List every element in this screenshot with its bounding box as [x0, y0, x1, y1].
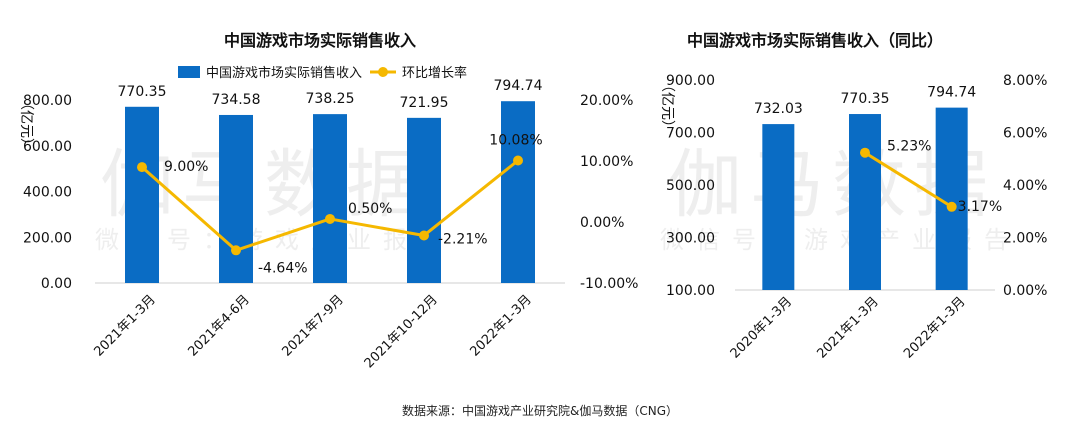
left-axis-tick-label: 500.00 [666, 178, 715, 194]
bar [501, 101, 535, 284]
bar [125, 106, 159, 283]
growth-line [864, 151, 953, 209]
growth-point [513, 155, 523, 166]
bar-value-label: 794.74 [927, 85, 976, 101]
left-axis-tick-label: 400.00 [23, 185, 72, 201]
left-axis-tick-label: 700.00 [666, 126, 715, 142]
right-axis-tick-label: 10.00% [580, 154, 633, 170]
growth-point [231, 245, 241, 256]
left-axis-tick-label: 200.00 [23, 230, 72, 246]
category-tick-label: 2022年1-3月 [467, 292, 534, 359]
growth-value-label: 9.00% [164, 159, 208, 175]
category-tick-label: 2021年10-12月 [362, 292, 441, 371]
growth-value-label: 10.08% [489, 133, 542, 149]
category-tick-label: 2021年7-9月 [279, 292, 346, 359]
bar [313, 114, 347, 284]
bar [407, 117, 441, 283]
right-axis-tick-label: 6.00% [1003, 126, 1047, 142]
left-axis-tick-label: 100.00 [666, 283, 715, 299]
growth-point [419, 230, 429, 241]
chart-title: 中国游戏市场实际销售收入（同比） [687, 31, 943, 50]
category-tick-label: 2020年1-3月 [728, 294, 795, 361]
category-tick-label: 2021年4-6月 [185, 292, 252, 359]
growth-value-label: -2.21% [438, 231, 488, 247]
left-axis-tick-label: 0.00 [41, 276, 72, 292]
bar [849, 114, 881, 290]
category-tick-label: 2021年1-3月 [814, 294, 881, 361]
growth-point [860, 147, 870, 158]
bar [219, 114, 253, 283]
growth-point [137, 162, 147, 173]
category-tick-label: 2021年1-3月 [91, 292, 158, 359]
growth-value-label: 3.17% [958, 199, 1002, 215]
left-axis-tick-label: 300.00 [666, 231, 715, 247]
bar-value-label: 721.95 [400, 95, 449, 111]
right-axis-tick-label: 20.00% [580, 93, 633, 109]
left-axis-tick-label: 900.00 [666, 73, 715, 89]
watermark-main: 伽马数据 [668, 142, 996, 228]
growth-value-label: 0.50% [348, 201, 392, 217]
left-axis-tick-label: 600.00 [23, 139, 72, 155]
bar-value-label: 770.35 [841, 91, 890, 107]
bar-value-label: 794.74 [494, 78, 543, 94]
bar-value-label: 770.35 [118, 84, 167, 100]
bar [762, 124, 795, 290]
growth-value-label: -4.64% [258, 260, 308, 276]
right-axis-tick-label: 4.00% [1003, 178, 1047, 194]
left-axis-tick-label: 800.00 [23, 93, 72, 109]
legend-bar-swatch [178, 66, 200, 78]
right-axis-tick-label: 2.00% [1003, 231, 1047, 247]
legend-line-marker [378, 67, 388, 77]
growth-value-label: 5.23% [887, 139, 931, 155]
right-axis-tick-label: -10.00% [580, 276, 638, 292]
category-tick-label: 2022年1-3月 [901, 294, 968, 361]
legend-bar-label: 中国游戏市场实际销售收入 [206, 65, 362, 81]
growth-point [946, 201, 957, 212]
growth-point [325, 213, 335, 224]
y-axis-unit-label: （亿元） [18, 96, 34, 152]
bar-value-label: 734.58 [212, 92, 261, 108]
bar-value-label: 732.03 [754, 101, 803, 117]
right-axis-tick-label: 8.00% [1003, 73, 1047, 89]
data-source-note: 数据来源：中国游戏产业研究院&伽马数据（CNG） [401, 404, 678, 418]
right-axis-tick-label: 0.00% [580, 215, 624, 231]
chart-title: 中国游戏市场实际销售收入 [224, 31, 416, 50]
y-axis-unit-label: （亿元） [659, 78, 675, 134]
legend-line-label: 环比增长率 [402, 65, 467, 81]
right-axis-tick-label: 0.00% [1003, 283, 1047, 299]
bar-value-label: 738.25 [306, 91, 355, 107]
